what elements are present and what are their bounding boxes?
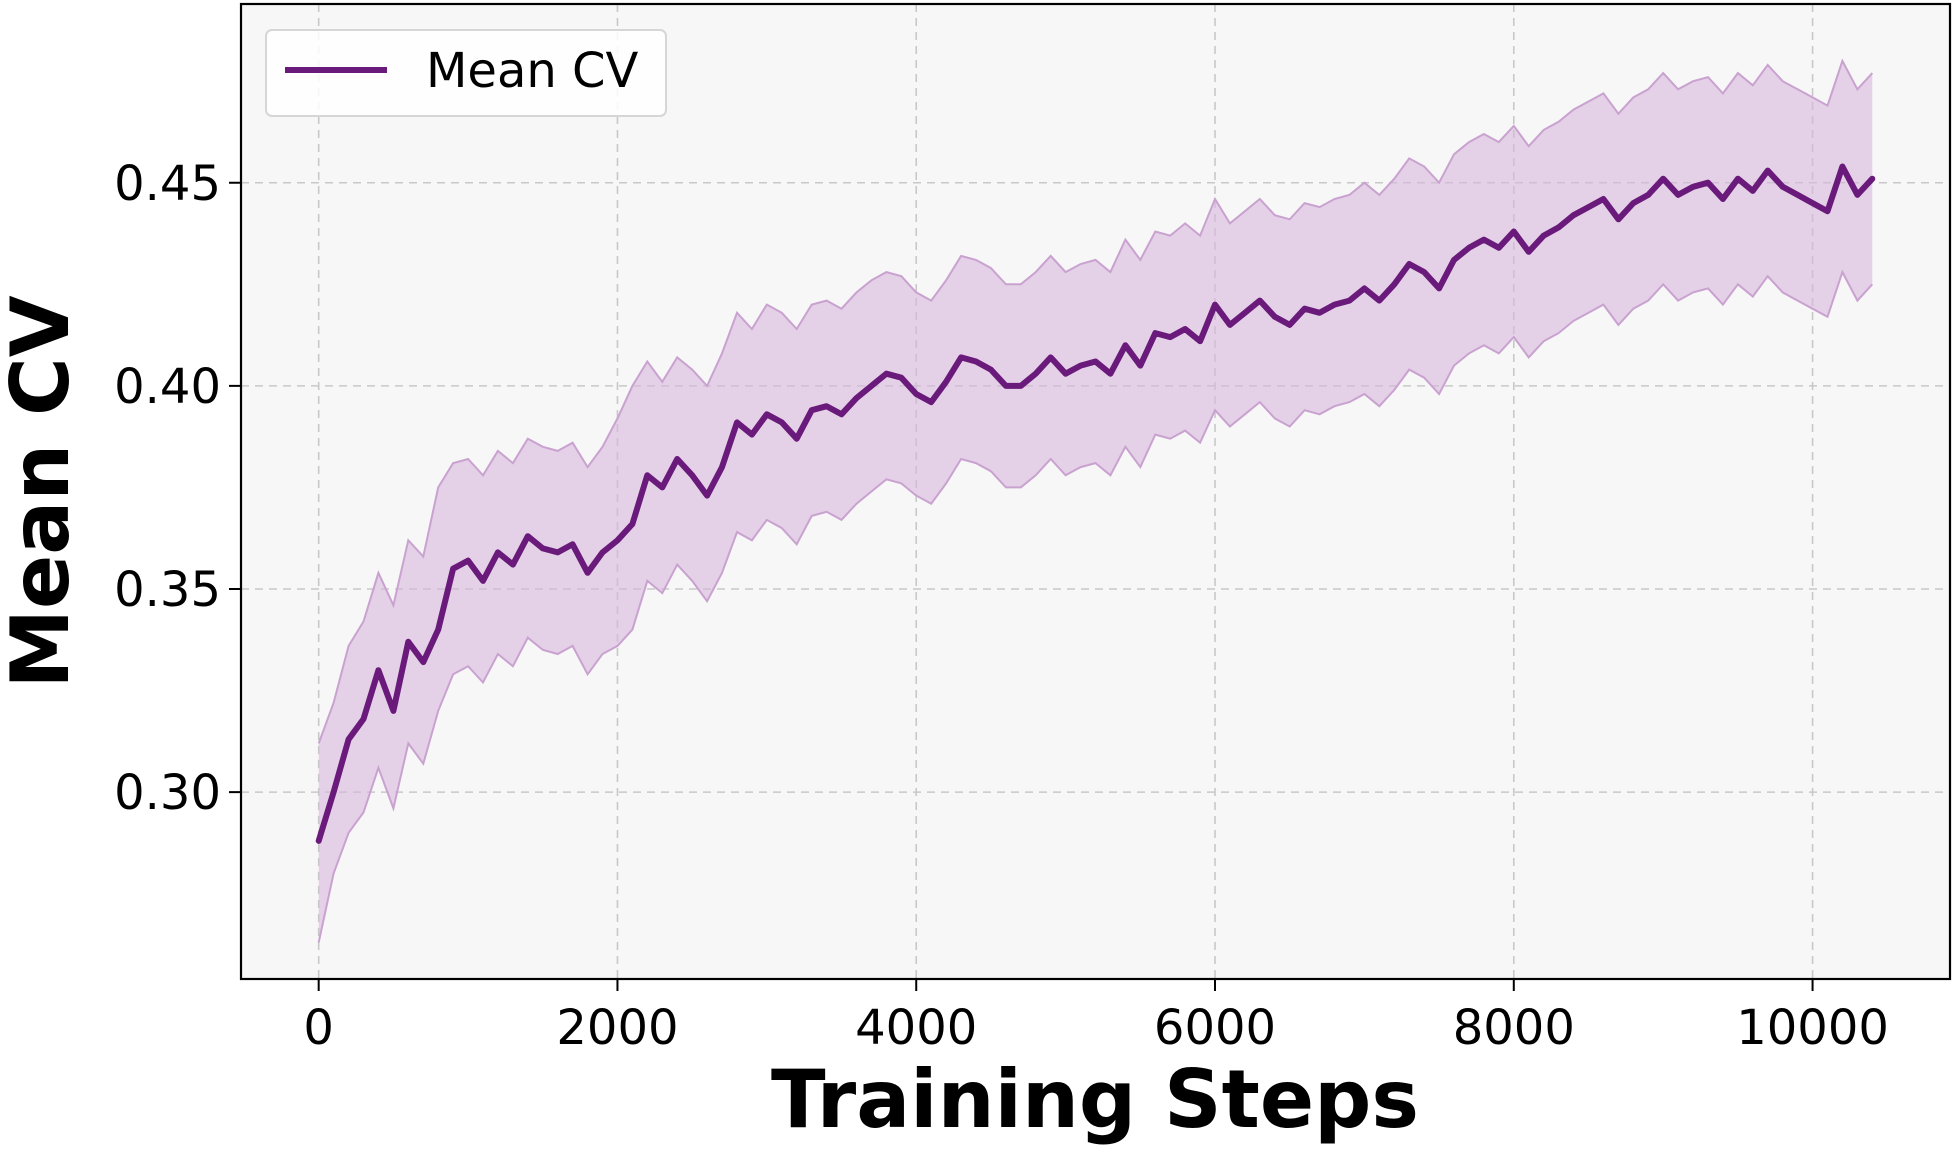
plot-frame [239, 2, 1952, 981]
x-tick-label: 0 [303, 1000, 334, 1056]
y-tick-label: 0.40 [114, 359, 221, 415]
series-mean-cv-band [318, 60, 1873, 943]
band-lower-edge [317, 269, 1874, 943]
legend: Mean CV [265, 29, 667, 117]
y-axis-ticks: 0.30 0.35 0.40 0.45 [114, 156, 241, 821]
x-tick-label: 2000 [556, 1000, 678, 1056]
legend-box [265, 29, 667, 117]
y-tick-label: 0.30 [114, 765, 221, 821]
legend-label-mean-cv: Mean CV [426, 43, 639, 99]
y-tick-label: 0.45 [114, 156, 221, 212]
y-axis-title: Mean CV [0, 295, 87, 688]
x-tick-label: 8000 [1453, 1000, 1575, 1056]
series-mean-cv-line [315, 163, 1876, 844]
y-tick-label: 0.35 [114, 562, 221, 618]
x-tick-label: 10000 [1736, 1000, 1889, 1056]
x-axis-ticks: 0 2000 4000 6000 8000 10000 [303, 979, 1889, 1056]
band-upper-edge [317, 58, 1874, 744]
x-tick-label: 4000 [855, 1000, 977, 1056]
x-axis-title: Training Steps [771, 1053, 1419, 1146]
x-tick-label: 6000 [1154, 1000, 1276, 1056]
